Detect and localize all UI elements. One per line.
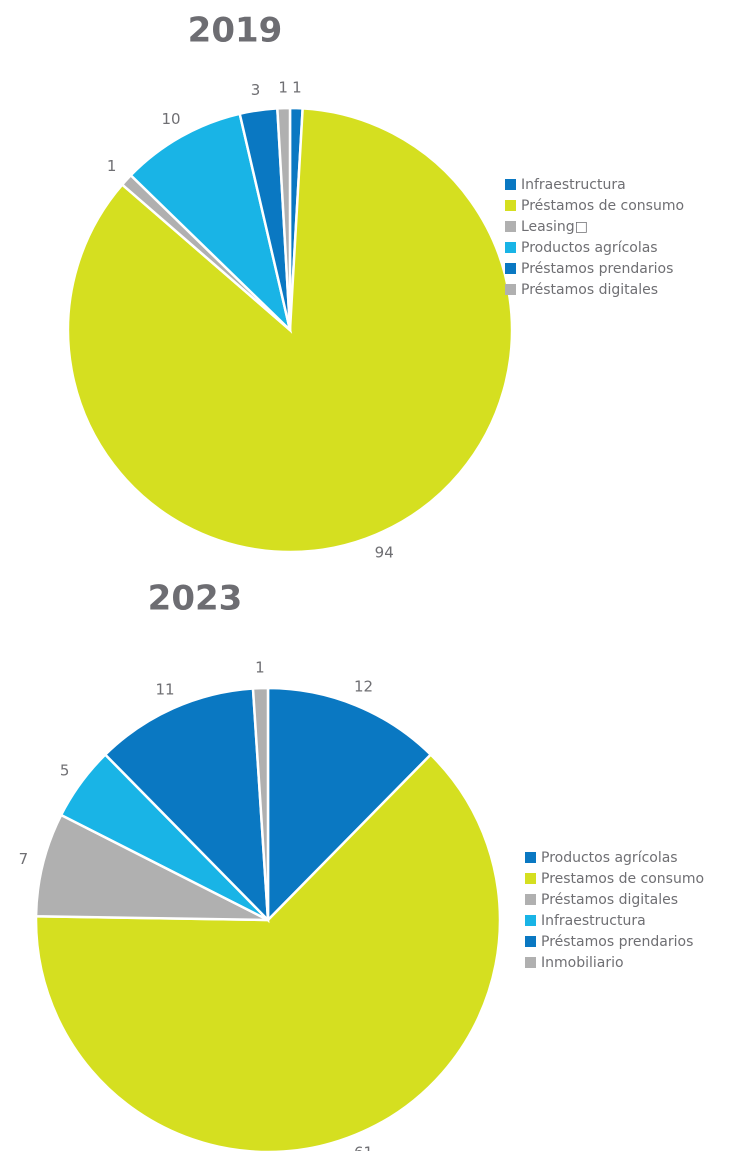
legend-label: Productos agrícolas xyxy=(541,850,678,866)
pie-slice xyxy=(129,112,293,334)
legend-swatch xyxy=(505,284,516,295)
legend-label: Préstamos digitales xyxy=(541,892,678,908)
legend-label: Infraestructura xyxy=(541,913,646,929)
slice-label: 11 xyxy=(155,681,174,699)
slice-label: 1 xyxy=(107,157,117,175)
chart-title: 2023 xyxy=(148,579,243,619)
slice-label: 1 xyxy=(278,79,288,97)
legend-label: Leasing□ xyxy=(521,219,588,235)
slice-label: 3 xyxy=(251,81,261,99)
pie-slice xyxy=(34,752,502,1151)
legend-swatch xyxy=(525,915,536,926)
slice-label: 61 xyxy=(354,1144,373,1151)
legend-swatch xyxy=(505,221,516,232)
legend-swatch xyxy=(505,200,516,211)
legend-swatch xyxy=(525,936,536,947)
legend-label: Prestamos de consumo xyxy=(541,871,704,887)
slice-label: 1 xyxy=(255,659,265,677)
pie-slice xyxy=(251,686,270,921)
legend-swatch xyxy=(505,179,516,190)
legend-swatch xyxy=(525,957,536,968)
pie-slice xyxy=(103,687,270,924)
legend-swatch xyxy=(525,894,536,905)
slice-label: 10 xyxy=(161,110,180,128)
legend-swatch xyxy=(505,263,516,274)
slice-label: 12 xyxy=(354,677,373,695)
pie-slice xyxy=(266,686,433,924)
slice-label: 94 xyxy=(375,543,394,561)
legend-swatch xyxy=(525,873,536,884)
slice-label: 1 xyxy=(292,79,302,97)
legend-swatch xyxy=(525,852,536,863)
legend-label: Productos agrícolas xyxy=(521,240,658,256)
pie-slice xyxy=(276,106,292,331)
legend-label: Préstamos prendarios xyxy=(541,934,693,950)
chart-title: 2019 xyxy=(188,11,283,51)
pie-slice xyxy=(34,813,269,922)
legend-swatch xyxy=(505,242,516,253)
legend-label: Préstamos digitales xyxy=(521,282,658,298)
slice-label: 7 xyxy=(19,850,29,868)
legend-label: Infraestructura xyxy=(521,177,626,193)
legend-label: Préstamos prendarios xyxy=(521,261,673,277)
legend-label: Inmobiliario xyxy=(541,955,624,971)
legend-label: Préstamos de consumo xyxy=(521,198,684,214)
slice-label: 5 xyxy=(60,762,70,780)
